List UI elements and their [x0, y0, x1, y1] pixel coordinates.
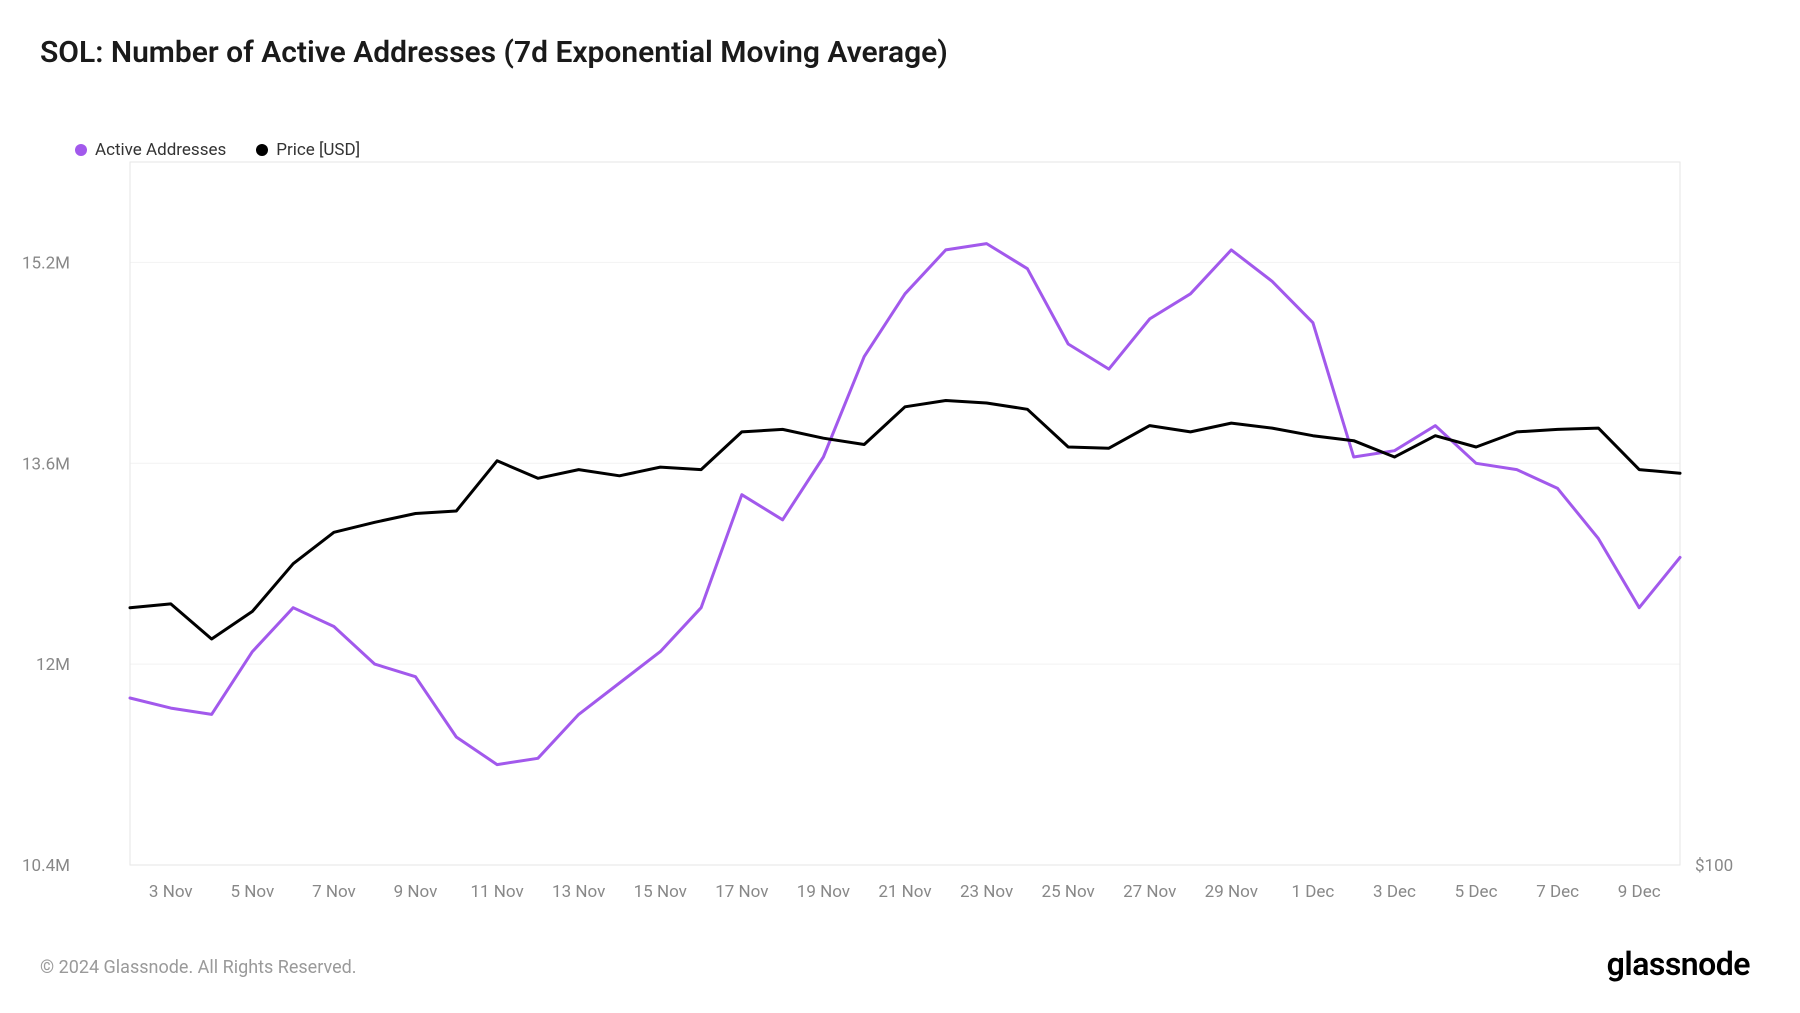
x-axis-tick-label: 3 Dec	[1373, 882, 1416, 902]
x-axis-tick-label: 29 Nov	[1205, 882, 1258, 902]
x-axis-tick-label: 7 Dec	[1536, 882, 1579, 902]
x-axis-tick-label: 19 Nov	[797, 882, 850, 902]
x-axis-tick-label: 7 Nov	[312, 882, 356, 902]
x-axis-tick-label: 21 Nov	[878, 882, 931, 902]
x-axis-tick-label: 11 Nov	[470, 882, 523, 902]
x-axis-tick-label: 15 Nov	[634, 882, 687, 902]
x-axis-tick-label: 13 Nov	[552, 882, 605, 902]
x-axis-tick-label: 27 Nov	[1123, 882, 1176, 902]
series-line-active_addresses	[130, 244, 1680, 765]
chart-svg: 10.4M 12M 13.6M 15.2M 3 Nov 5 Nov 7 Nov 9 Nov 11…	[0, 0, 1800, 1013]
x-axis-tick-label: 25 Nov	[1042, 882, 1095, 902]
y-axis-tick-label: 10.4M	[22, 856, 70, 876]
y-axis-tick-label: 13.6M	[22, 454, 70, 474]
x-axis-tick-label: 3 Nov	[149, 882, 193, 902]
y-axis-tick-label: 15.2M	[22, 253, 70, 273]
x-axis-tick-label: 5 Dec	[1455, 882, 1498, 902]
brand-logo: glassnode	[1607, 945, 1750, 983]
x-axis-tick-label: 1 Dec	[1291, 882, 1334, 902]
y2-axis-tick-label: $100	[1695, 856, 1733, 876]
plot-border	[130, 162, 1680, 865]
x-axis-tick-label: 9 Nov	[394, 882, 438, 902]
chart-container: SOL: Number of Active Addresses (7d Expo…	[0, 0, 1800, 1013]
footer-copyright: © 2024 Glassnode. All Rights Reserved.	[40, 957, 357, 978]
x-axis-tick-label: 17 Nov	[715, 882, 768, 902]
x-axis-tick-label: 23 Nov	[960, 882, 1013, 902]
x-axis-tick-label: 9 Dec	[1618, 882, 1661, 902]
x-axis-tick-label: 5 Nov	[231, 882, 275, 902]
y-axis-tick-label: 12M	[36, 655, 70, 675]
